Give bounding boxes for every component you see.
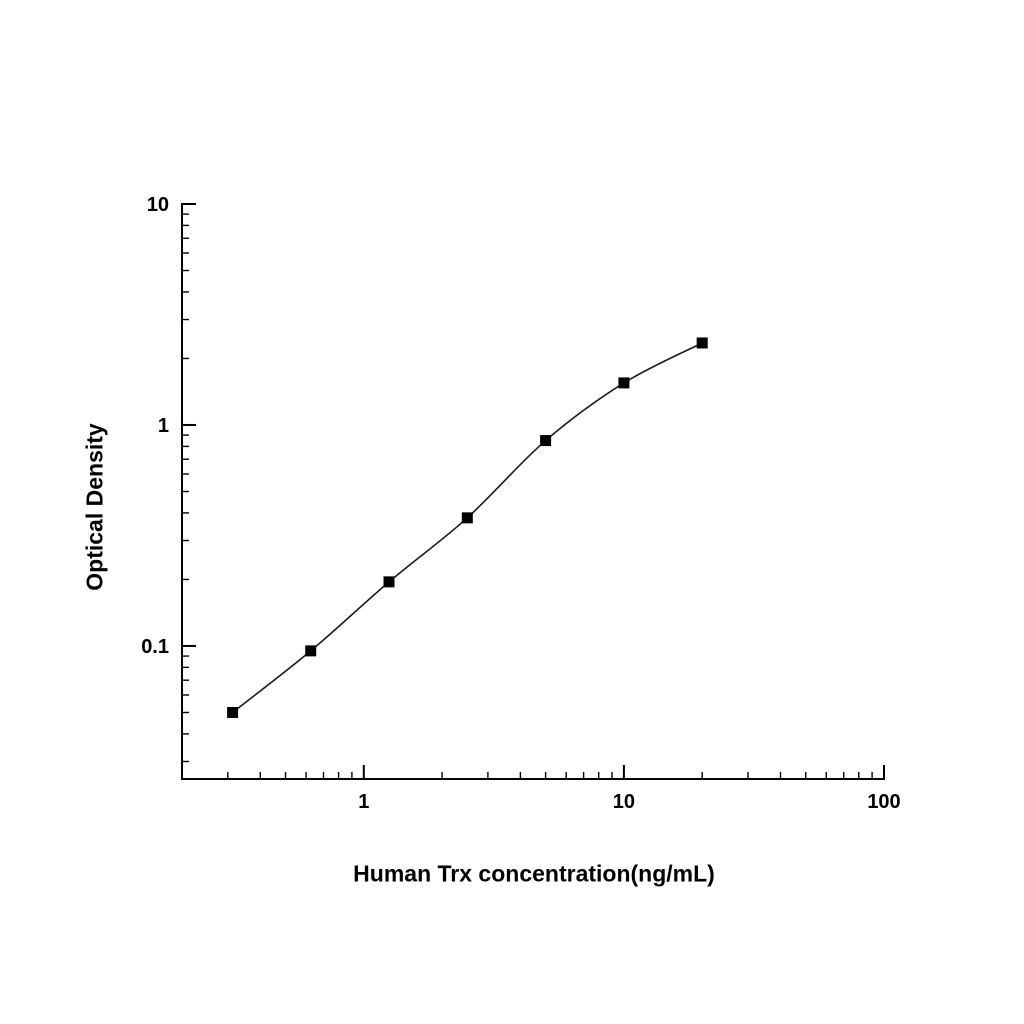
y-axis-title: Optical Density <box>81 423 108 591</box>
data-point-marker <box>696 337 708 349</box>
data-point-marker <box>383 576 395 588</box>
data-point-marker <box>461 512 473 524</box>
y-tick-label: 1 <box>158 415 169 437</box>
data-point-marker <box>618 377 630 389</box>
x-tick-label: 100 <box>867 791 900 813</box>
x-axis-title: Human Trx concentration(ng/mL) <box>353 860 715 887</box>
y-tick-label: 10 <box>147 194 169 216</box>
x-tick-label: 1 <box>358 791 369 813</box>
data-point-marker <box>305 645 317 657</box>
fit-curve <box>232 342 703 714</box>
data-point-marker <box>227 706 239 718</box>
data-point-marker <box>540 435 552 447</box>
y-tick-label: 0.1 <box>141 636 169 658</box>
x-tick-label: 10 <box>613 791 635 813</box>
